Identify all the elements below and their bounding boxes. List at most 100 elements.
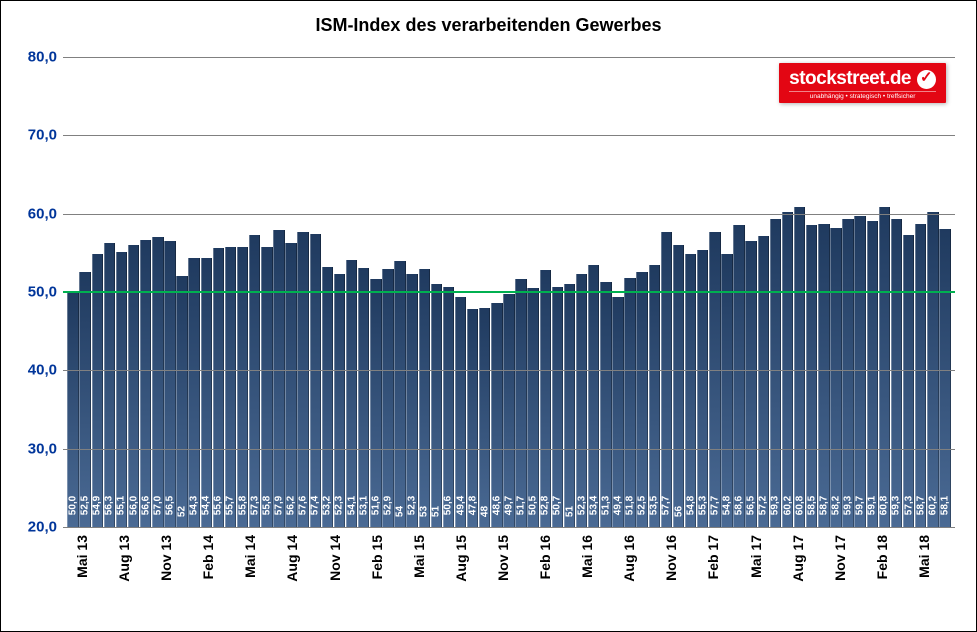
x-label-slot [881,529,895,619]
bar-value-label: 55,3 [697,496,708,515]
y-axis-label: 40,0 [13,362,57,379]
x-label-slot: Feb 17 [698,529,712,619]
bar-value-label: 53 [419,506,430,517]
bar-value-label: 52 [177,506,188,517]
bar: 49,4 [612,297,623,527]
bar-value-label: 56,0 [128,496,139,515]
bar-value-label: 59,7 [855,496,866,515]
x-label-slot [123,529,137,619]
bar-value-label: 60,2 [927,496,938,515]
bar-value-label: 51 [431,506,442,517]
bar: 55,7 [225,247,236,527]
x-label-slot: Aug 17 [783,529,797,619]
x-label-slot [418,529,432,619]
x-label-slot [348,529,362,619]
bar: 59,3 [842,219,853,527]
bar: 54,3 [188,258,199,527]
bar: 50,6 [443,287,454,527]
bar-value-label: 51,6 [370,496,381,515]
bar-value-label: 48 [479,506,490,517]
x-label-slot [642,529,656,619]
bar: 49,4 [455,297,466,527]
bar-value-label: 52,3 [576,496,587,515]
x-label-slot [292,529,306,619]
x-label-slot: Mai 14 [235,529,249,619]
brand-logo-text: stockstreet.de [789,68,911,90]
x-label-slot [853,529,867,619]
x-label-slot [460,529,474,619]
bar-value-label: 51,7 [516,496,527,515]
bar: 59,7 [854,216,865,527]
x-label-slot [684,529,698,619]
x-label-slot [474,529,488,619]
x-label-slot: Feb 15 [362,529,376,619]
bar: 59,3 [770,219,781,527]
check-icon [917,70,936,89]
bar: 54,8 [685,254,696,527]
bar: 59,3 [891,219,902,527]
y-axis-label: 30,0 [13,440,57,457]
bar: 58,1 [939,229,950,527]
bar-value-label: 52,9 [382,496,393,515]
bar: 56,3 [104,243,115,527]
x-label-slot [165,529,179,619]
x-label-slot [179,529,193,619]
bar-value-label: 59,3 [891,496,902,515]
bar: 57,7 [709,232,720,527]
x-label-slot: Aug 14 [277,529,291,619]
bar: 53,2 [322,267,333,527]
bar-value-label: 50,5 [528,496,539,515]
x-label-slot: Nov 13 [151,529,165,619]
x-label-slot: Mai 15 [404,529,418,619]
bar: 60,8 [794,207,805,527]
bar: 55,8 [237,247,248,527]
bar: 52,9 [382,269,393,527]
bar-value-label: 51,3 [600,496,611,515]
bar: 55,6 [213,248,224,527]
bar: 57,9 [273,230,284,527]
bar: 57,4 [310,234,321,527]
bar-value-label: 58,1 [939,496,950,515]
brand-logo-sub: unabhängig • strategisch • treffsicher [789,91,936,100]
bar: 57,6 [297,232,308,527]
bar: 50,5 [527,288,538,527]
bar: 50,7 [552,287,563,527]
x-label-slot [95,529,109,619]
bar: 55,8 [261,247,272,527]
bar: 54 [394,261,405,527]
x-label-slot [502,529,516,619]
x-label-slot [137,529,151,619]
x-label-slot [390,529,404,619]
bar: 52 [176,276,187,527]
x-label-slot [726,529,740,619]
bar: 57,3 [249,235,260,527]
bar-value-label: 54,4 [201,496,212,515]
bar: 52,8 [540,270,551,527]
x-label-slot: Mai 16 [572,529,586,619]
bar: 58,2 [830,228,841,527]
chart-title: ISM-Index des verarbeitenden Gewerbes [1,1,976,44]
bar-value-label: 54,3 [189,496,200,515]
bar-value-label: 58,5 [806,496,817,515]
bar-value-label: 57,9 [273,496,284,515]
x-label-slot [249,529,263,619]
bar: 56 [673,245,684,527]
y-axis-label: 50,0 [13,284,57,301]
y-axis-label: 60,0 [13,205,57,222]
bar: 54,4 [201,258,212,527]
bar-value-label: 51,8 [625,496,636,515]
bar: 52,5 [636,272,647,527]
x-axis-labels: Mai 13Aug 13Nov 13Feb 14Mai 14Aug 14Nov … [63,529,955,619]
bar-value-label: 57,7 [709,496,720,515]
bar-value-label: 56,3 [104,496,115,515]
bar-value-label: 47,8 [467,496,478,515]
bar-value-label: 50,0 [68,496,79,515]
x-label-slot [937,529,951,619]
gridline [63,370,955,371]
bar-value-label: 59,3 [843,496,854,515]
bar-value-label: 58,7 [915,496,926,515]
bar: 59,1 [867,221,878,527]
bar-value-label: 55,1 [116,496,127,515]
bar-value-label: 51 [564,506,575,517]
x-label-slot [334,529,348,619]
